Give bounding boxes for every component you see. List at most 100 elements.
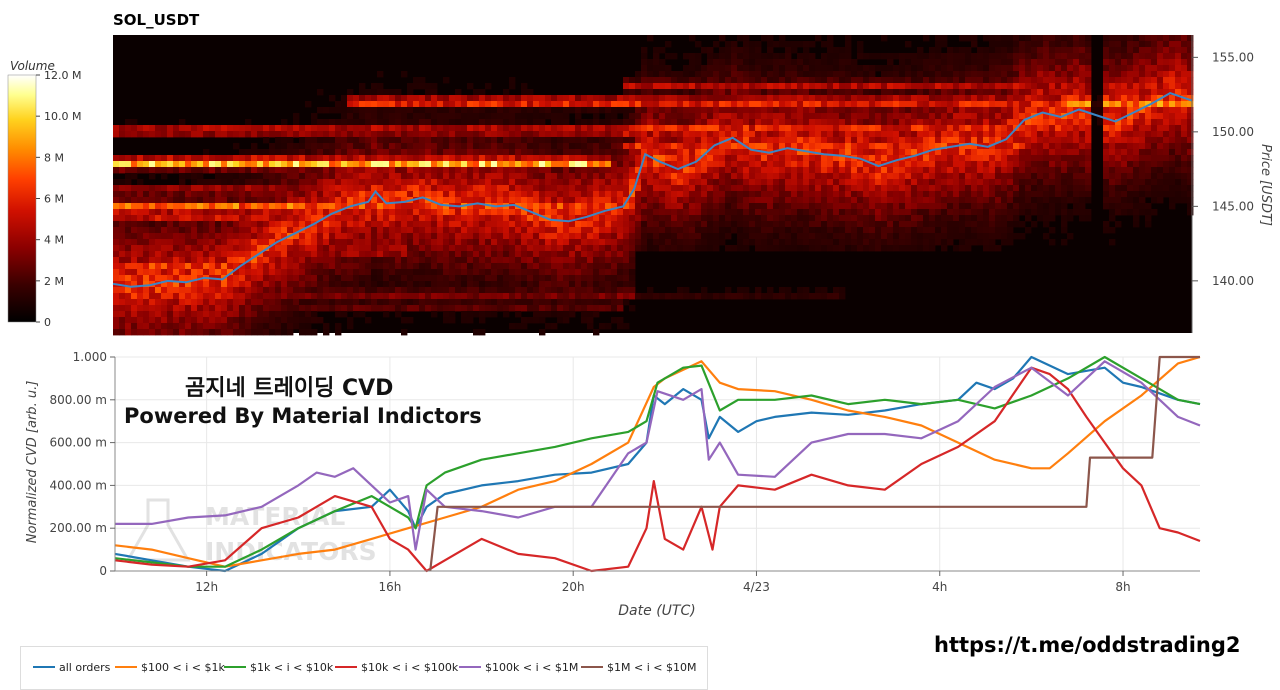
heatmap-cell	[119, 155, 125, 161]
heatmap-cell	[401, 239, 407, 245]
heatmap-cell	[347, 287, 353, 293]
heatmap-cell	[839, 137, 845, 143]
heatmap-cell	[593, 251, 599, 257]
heatmap-cell	[665, 149, 671, 155]
heatmap-cell	[605, 251, 611, 257]
heatmap-cell	[311, 203, 317, 209]
heatmap-cell	[533, 131, 539, 137]
heatmap-cell	[533, 317, 539, 323]
heatmap-cell	[131, 257, 137, 263]
heatmap-cell	[299, 317, 305, 323]
heatmap-cell	[893, 203, 899, 209]
heatmap-cell	[941, 113, 947, 119]
heatmap-cell	[299, 299, 305, 305]
heatmap-cell	[149, 245, 155, 251]
heatmap-cell	[299, 203, 305, 209]
heatmap-cell	[833, 221, 839, 227]
heatmap-cell	[323, 137, 329, 143]
heatmap-cell	[557, 209, 563, 215]
heatmap-cell	[563, 197, 569, 203]
heatmap-cell	[725, 245, 731, 251]
heatmap-cell	[215, 299, 221, 305]
heatmap-cell	[521, 299, 527, 305]
heatmap-cell	[635, 191, 641, 197]
heatmap-cell	[317, 227, 323, 233]
heatmap-cell	[779, 233, 785, 239]
heatmap-cell	[299, 221, 305, 227]
heatmap-cell	[689, 233, 695, 239]
heatmap-cell	[293, 269, 299, 275]
heatmap-cell	[605, 299, 611, 305]
heatmap-cell	[461, 263, 467, 269]
heatmap-cell	[419, 77, 425, 83]
heatmap-cell	[281, 119, 287, 125]
heatmap-cell	[245, 287, 251, 293]
heatmap-cell	[665, 143, 671, 149]
heatmap-cell	[593, 155, 599, 161]
heatmap-cell	[749, 77, 755, 83]
heatmap-cell	[809, 77, 815, 83]
heatmap-cell	[545, 251, 551, 257]
heatmap-cell	[641, 89, 647, 95]
heatmap-cell	[875, 107, 881, 113]
heatmap-cell	[659, 227, 665, 233]
heatmap-cell	[395, 293, 401, 299]
heatmap-cell	[383, 155, 389, 161]
heatmap-cell	[743, 191, 749, 197]
heatmap-cell	[779, 53, 785, 59]
heatmap-cell	[635, 125, 641, 131]
heatmap-cell	[347, 269, 353, 275]
heatmap-cell	[509, 197, 515, 203]
heatmap-cell	[881, 191, 887, 197]
heatmap-cell	[671, 53, 677, 59]
heatmap-cell	[755, 155, 761, 161]
heatmap-cell	[893, 101, 899, 107]
heatmap-cell	[905, 107, 911, 113]
heatmap-cell	[665, 41, 671, 47]
heatmap-cell	[797, 71, 803, 77]
heatmap-cell	[953, 227, 959, 233]
heatmap-cell	[911, 161, 917, 167]
heatmap-cell	[533, 119, 539, 125]
heatmap-cell	[335, 125, 341, 131]
heatmap-cell	[845, 131, 851, 137]
heatmap-cell	[197, 221, 203, 227]
heatmap-cell	[497, 173, 503, 179]
heatmap-cell	[521, 233, 527, 239]
heatmap-cell	[641, 245, 647, 251]
heatmap-cell	[569, 245, 575, 251]
heatmap-cell	[191, 311, 197, 317]
heatmap-cell	[347, 227, 353, 233]
heatmap-cell	[641, 77, 647, 83]
heatmap-cell	[263, 227, 269, 233]
heatmap-cell	[431, 245, 437, 251]
heatmap-cell	[857, 83, 863, 89]
heatmap-cell	[215, 179, 221, 185]
heatmap-cell	[953, 233, 959, 239]
heatmap-cell	[365, 275, 371, 281]
heatmap-cell	[941, 41, 947, 47]
heatmap-cell	[281, 167, 287, 173]
heatmap-cell	[413, 257, 419, 263]
heatmap-cell	[785, 245, 791, 251]
heatmap-cell	[347, 191, 353, 197]
heatmap-cell	[407, 167, 413, 173]
heatmap-cell	[557, 305, 563, 311]
heatmap-cell	[185, 191, 191, 197]
heatmap-cell	[857, 101, 863, 107]
heatmap-cell	[665, 215, 671, 221]
heatmap-cell	[245, 299, 251, 305]
heatmap-cell	[851, 77, 857, 83]
heatmap-cell	[755, 119, 761, 125]
heatmap-cell	[203, 197, 209, 203]
heatmap-cell	[113, 197, 119, 203]
heatmap-cell	[329, 173, 335, 179]
heatmap-cell	[629, 287, 635, 293]
heatmap-cell	[671, 131, 677, 137]
heatmap-cell	[197, 125, 203, 131]
heatmap-cell	[407, 155, 413, 161]
heatmap-cell	[437, 101, 443, 107]
heatmap-cell	[281, 161, 287, 167]
heatmap-cell	[203, 311, 209, 317]
heatmap-cell	[347, 293, 353, 299]
